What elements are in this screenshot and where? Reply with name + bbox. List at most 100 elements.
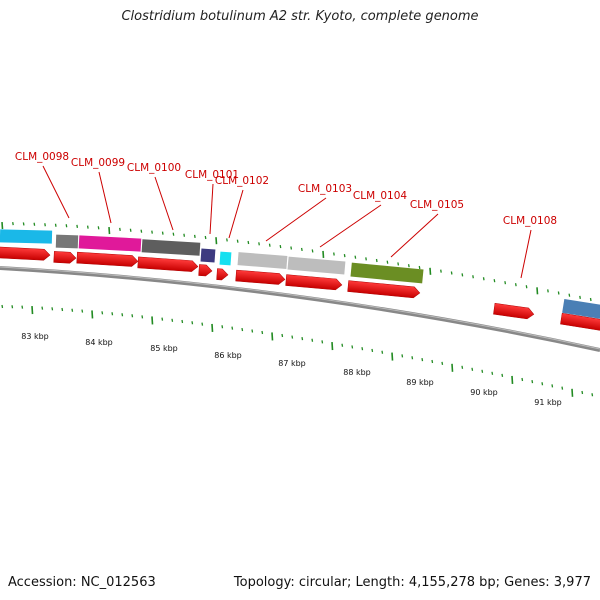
gene-arrow[interactable] bbox=[53, 251, 77, 264]
tick-mark bbox=[451, 363, 454, 372]
tick-mark bbox=[371, 348, 374, 353]
tick-mark bbox=[541, 382, 544, 386]
gene-arrow[interactable] bbox=[137, 256, 199, 272]
tick-mark bbox=[291, 335, 294, 339]
gene-arrow[interactable] bbox=[216, 268, 229, 281]
tick-mark bbox=[193, 234, 196, 238]
gene-label[interactable]: CLM_0099 bbox=[71, 157, 125, 169]
tick-mark bbox=[258, 242, 260, 246]
tick-mark bbox=[21, 305, 24, 309]
tick-mark bbox=[86, 225, 89, 229]
tick-mark bbox=[172, 232, 175, 236]
tick-mark bbox=[290, 246, 293, 250]
feature-block-dark-gray[interactable] bbox=[141, 239, 201, 256]
gene-label[interactable]: CLM_0098 bbox=[15, 151, 69, 163]
tick-mark bbox=[581, 390, 584, 395]
tick-mark bbox=[461, 365, 464, 369]
feature-block-aqua[interactable] bbox=[219, 251, 232, 266]
tick-mark bbox=[44, 223, 46, 227]
gene-arrow[interactable] bbox=[198, 264, 213, 277]
tick-mark bbox=[231, 326, 234, 330]
leader-line bbox=[154, 176, 174, 231]
tick-mark bbox=[589, 297, 592, 302]
tick-mark bbox=[386, 260, 389, 264]
gene-arrow[interactable] bbox=[0, 246, 51, 261]
tick-mark bbox=[440, 269, 442, 273]
gene-arrow[interactable] bbox=[235, 269, 286, 285]
feature-block-light-gray-1[interactable] bbox=[237, 252, 288, 269]
gene-label[interactable]: CLM_0105 bbox=[410, 199, 464, 211]
tick-mark bbox=[101, 311, 104, 315]
tick-mark bbox=[491, 371, 494, 375]
tick-mark bbox=[521, 377, 524, 382]
tick-mark bbox=[121, 313, 124, 317]
tick-mark bbox=[322, 250, 325, 259]
feature-block-light-gray-2[interactable] bbox=[287, 256, 346, 275]
leader-line bbox=[98, 171, 112, 224]
scale-label: 84 kbp bbox=[85, 338, 113, 347]
tick-mark bbox=[221, 325, 224, 329]
gene-arrow[interactable] bbox=[560, 312, 600, 332]
tick-mark bbox=[381, 350, 384, 354]
tick-mark bbox=[472, 275, 474, 279]
tick-mark bbox=[140, 229, 143, 233]
tick-mark bbox=[407, 264, 410, 268]
gene-label[interactable]: CLM_0103 bbox=[298, 183, 352, 195]
gene-arrow[interactable] bbox=[493, 302, 535, 320]
gene-label[interactable]: CLM_0102 bbox=[215, 175, 269, 187]
tick-mark bbox=[204, 235, 207, 240]
tick-mark bbox=[97, 226, 100, 230]
tick-mark bbox=[31, 306, 34, 315]
tick-mark bbox=[341, 343, 344, 347]
leader-line bbox=[228, 189, 244, 239]
tick-mark bbox=[201, 322, 204, 326]
tick-mark bbox=[91, 310, 94, 319]
tick-mark bbox=[111, 312, 114, 316]
tick-mark bbox=[504, 281, 507, 285]
tick-mark bbox=[525, 285, 528, 289]
tick-mark bbox=[191, 321, 194, 325]
tick-mark bbox=[119, 227, 121, 232]
tick-mark bbox=[300, 247, 303, 252]
tick-mark bbox=[331, 341, 334, 351]
feature-block-steel-blue[interactable] bbox=[562, 298, 600, 320]
tick-mark bbox=[1, 304, 4, 309]
tick-mark bbox=[418, 265, 421, 270]
tick-mark bbox=[311, 338, 314, 342]
scale-label: 87 kbp bbox=[278, 359, 306, 368]
feature-block-navy[interactable] bbox=[200, 248, 216, 263]
gene-arrow[interactable] bbox=[285, 274, 343, 291]
tick-mark bbox=[51, 307, 54, 311]
gene-label[interactable]: CLM_0104 bbox=[353, 190, 408, 202]
tick-mark bbox=[22, 222, 25, 226]
tick-mark bbox=[333, 252, 335, 256]
feature-block-gray[interactable] bbox=[55, 234, 79, 249]
tick-mark bbox=[397, 262, 400, 266]
tick-mark bbox=[1, 221, 4, 230]
scale-label: 88 kbp bbox=[343, 368, 371, 377]
tick-mark bbox=[311, 249, 314, 253]
feature-block-olive[interactable] bbox=[350, 262, 424, 284]
gene-label[interactable]: CLM_0100 bbox=[127, 162, 181, 174]
leader-line bbox=[42, 165, 70, 219]
tick-mark bbox=[429, 267, 432, 275]
gene-arrow[interactable] bbox=[347, 280, 421, 299]
tick-mark bbox=[571, 388, 574, 397]
gene-label[interactable]: CLM_0108 bbox=[503, 215, 557, 227]
feature-block-magenta[interactable] bbox=[78, 235, 142, 252]
tick-mark bbox=[493, 279, 496, 283]
gene-arrow[interactable] bbox=[76, 251, 139, 267]
tick-mark bbox=[251, 329, 254, 333]
tick-mark bbox=[151, 230, 153, 234]
tick-mark bbox=[441, 361, 444, 366]
tick-mark bbox=[76, 224, 79, 229]
feature-block-cyan[interactable] bbox=[0, 229, 53, 244]
tick-mark bbox=[61, 307, 64, 312]
tick-mark bbox=[301, 337, 304, 341]
tick-mark bbox=[247, 240, 250, 245]
tick-mark bbox=[591, 393, 594, 397]
tick-mark bbox=[421, 357, 424, 362]
tick-mark bbox=[354, 255, 357, 259]
gene-label[interactable]: CLM_0101 bbox=[185, 169, 239, 181]
